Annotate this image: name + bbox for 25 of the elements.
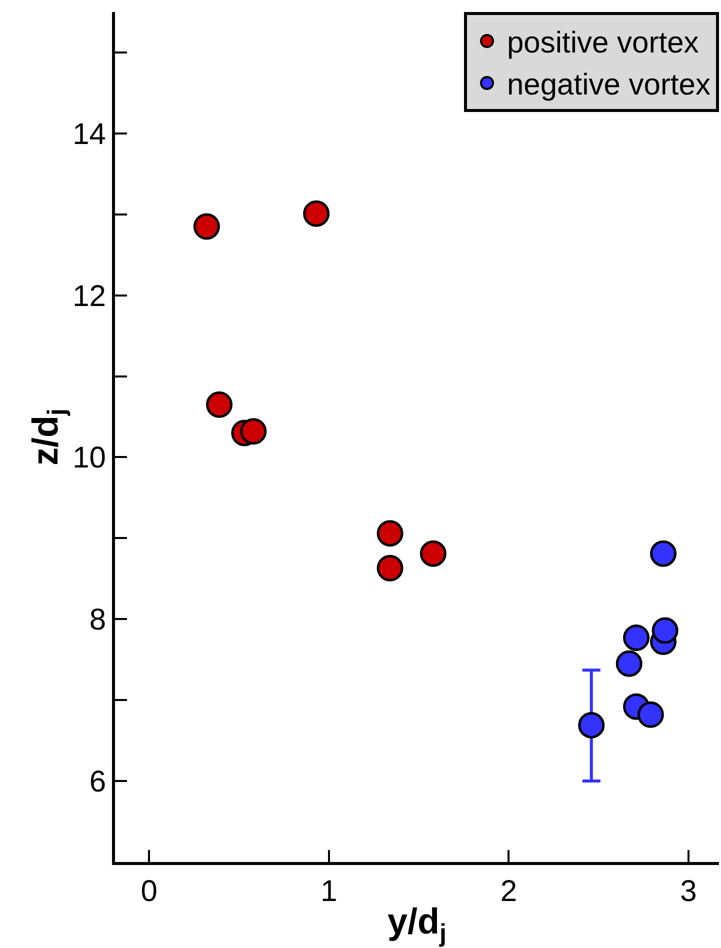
y-tick-label: 6 — [89, 766, 106, 799]
point — [376, 520, 404, 547]
y-tick-label: 12 — [72, 280, 106, 313]
x-tick-label: 1 — [320, 875, 338, 908]
point — [303, 200, 330, 227]
point — [652, 617, 678, 644]
point — [637, 701, 664, 728]
point — [623, 624, 650, 651]
y-tick-label: 14 — [72, 118, 106, 151]
legend-label: positive vortex — [507, 26, 699, 60]
point — [376, 554, 404, 582]
point — [616, 650, 642, 677]
point — [193, 213, 220, 240]
x-tick-label: 0 — [140, 875, 158, 908]
x-tick-label: 2 — [500, 875, 518, 908]
point — [650, 540, 677, 567]
x-tick-label: 3 — [680, 875, 697, 908]
point — [420, 540, 446, 567]
y-tick-label: 8 — [89, 604, 106, 637]
x-axis-title: y/d$_{j}$ — [387, 900, 447, 948]
point — [206, 391, 233, 418]
y-tick-label: 10 — [72, 442, 106, 475]
point — [240, 418, 267, 445]
point — [578, 712, 605, 738]
legend-label: negative vortex — [507, 68, 710, 102]
